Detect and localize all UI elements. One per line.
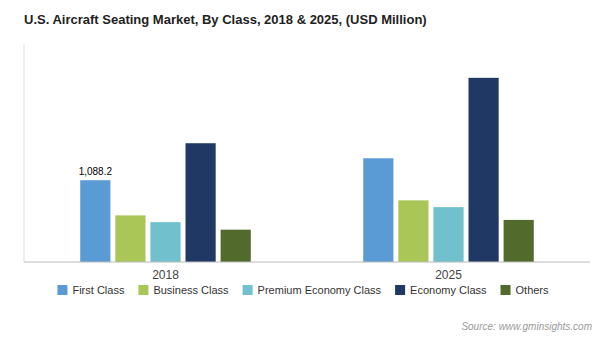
legend-label: Economy Class [410, 284, 487, 296]
bar [80, 180, 110, 262]
legend: First Class Business Class Premium Economy… [57, 284, 549, 296]
bar [504, 220, 534, 262]
legend-swatch [243, 285, 253, 295]
legend-label: Others [516, 284, 550, 296]
x-tick-label: 2025 [435, 268, 462, 282]
x-tick-label: 2018 [152, 268, 179, 282]
bar [398, 200, 428, 262]
legend-label: First Class [72, 284, 124, 296]
bar [433, 207, 463, 262]
bars [80, 78, 534, 262]
bar [363, 158, 393, 262]
bar [115, 215, 145, 262]
x-axis-line [24, 262, 590, 263]
bar [221, 230, 251, 262]
legend-label: Premium Economy Class [258, 284, 382, 296]
annotation: 1,088.2 [79, 166, 113, 177]
legend-swatch [395, 285, 405, 295]
bar [469, 78, 499, 262]
legend-swatch [57, 285, 67, 295]
legend-label: Business Class [153, 284, 229, 296]
bar [186, 143, 216, 262]
title: U.S. Aircraft Seating Market, By Class, … [24, 12, 427, 27]
bar [150, 222, 180, 262]
source: Source: www.gminsights.com [461, 321, 592, 332]
chart: U.S. Aircraft Seating Market, By Class, … [0, 0, 606, 338]
legend-swatch [501, 285, 511, 295]
y-axis-line [24, 44, 25, 262]
legend-swatch [138, 285, 148, 295]
